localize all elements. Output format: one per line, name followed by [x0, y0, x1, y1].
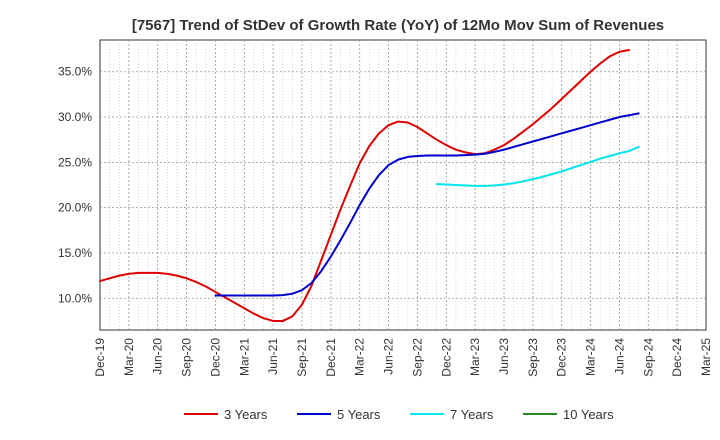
- y-axis-ticks: 10.0% 15.0% 20.0% 25.0% 30.0% 35.0%: [58, 65, 92, 306]
- x-tick-label: Sep-22: [410, 338, 424, 377]
- chart-title: [7567] Trend of StDev of Growth Rate (Yo…: [132, 17, 664, 34]
- x-tick-label: Mar-25: [699, 338, 713, 376]
- series-lines: [99, 48, 640, 322]
- series-line-5-years: [214, 112, 640, 297]
- x-axis-ticks: Dec-19 Mar-20 Jun-20 Sep-20 Dec-20 Mar-21 Jun-…: [93, 338, 713, 377]
- x-tick-label: Mar-22: [353, 338, 367, 376]
- legend-label-7-years: 7 Years: [450, 407, 494, 422]
- plot-area: [99, 39, 707, 331]
- x-tick-label: Jun-21: [266, 338, 280, 375]
- x-tick-label: Jun-22: [382, 338, 396, 375]
- x-tick-label: Jun-24: [612, 338, 626, 375]
- x-tick-label: Mar-20: [122, 338, 136, 376]
- x-tick-label: Dec-22: [439, 338, 453, 377]
- x-tick-label: Sep-24: [641, 338, 655, 377]
- x-tick-label: Jun-23: [497, 338, 511, 375]
- x-tick-label: Mar-23: [468, 338, 482, 376]
- x-tick-label: Mar-24: [584, 338, 598, 376]
- x-tick-label: Dec-23: [555, 338, 569, 377]
- legend-label-5-years: 5 Years: [337, 407, 381, 422]
- x-tick-label: Sep-21: [295, 338, 309, 377]
- legend: 3 Years 5 Years 7 Years 10 Years: [184, 407, 614, 422]
- x-tick-label: Dec-20: [208, 338, 222, 377]
- y-tick-label: 25.0%: [58, 155, 92, 169]
- series-line-3-years: [99, 48, 631, 322]
- y-tick-label: 15.0%: [58, 246, 92, 260]
- y-tick-label: 20.0%: [58, 201, 92, 215]
- x-tick-label: Sep-20: [180, 338, 194, 377]
- y-tick-label: 30.0%: [58, 110, 92, 124]
- x-tick-label: Mar-21: [237, 338, 251, 376]
- x-tick-label: Dec-24: [670, 338, 684, 377]
- y-tick-label: 35.0%: [58, 65, 92, 79]
- x-tick-label: Sep-23: [526, 338, 540, 377]
- legend-label-10-years: 10 Years: [563, 407, 614, 422]
- x-tick-label: Jun-20: [151, 338, 165, 375]
- grid-lines: [100, 40, 706, 330]
- legend-label-3-years: 3 Years: [224, 407, 268, 422]
- x-tick-label: Dec-19: [93, 338, 107, 377]
- x-tick-label: Dec-21: [324, 338, 338, 377]
- series-line-7-years: [435, 145, 640, 187]
- y-tick-label: 10.0%: [58, 291, 92, 305]
